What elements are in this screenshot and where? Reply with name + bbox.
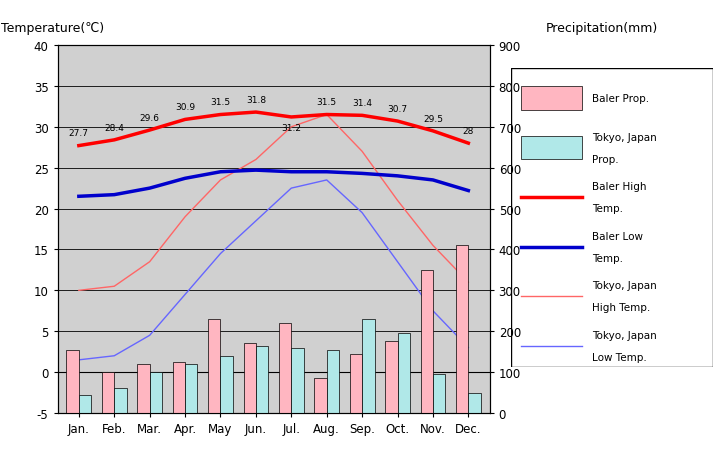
- Bar: [220, 356, 233, 413]
- Bar: [397, 334, 410, 413]
- Bar: [102, 372, 114, 413]
- Text: 28: 28: [463, 127, 474, 136]
- Text: Tokyo, Japan: Tokyo, Japan: [592, 132, 657, 142]
- Text: 27.7: 27.7: [69, 129, 89, 138]
- Text: Baler Low: Baler Low: [592, 231, 643, 241]
- Text: 31.5: 31.5: [210, 98, 230, 107]
- Bar: [292, 348, 304, 413]
- Text: 29.6: 29.6: [140, 114, 160, 123]
- Bar: [327, 350, 339, 413]
- Bar: [150, 372, 162, 413]
- Text: 31.5: 31.5: [317, 98, 337, 107]
- Text: Temp.: Temp.: [592, 253, 623, 263]
- Text: 31.4: 31.4: [352, 99, 372, 108]
- Bar: [185, 364, 197, 413]
- Bar: [208, 319, 220, 413]
- Text: Baler High: Baler High: [592, 182, 647, 192]
- Text: Prop.: Prop.: [592, 154, 618, 164]
- Text: Baler Prop.: Baler Prop.: [592, 94, 649, 104]
- Bar: [173, 362, 185, 413]
- Text: Temperature(℃): Temperature(℃): [1, 22, 104, 35]
- Bar: [385, 341, 397, 413]
- Bar: [521, 136, 582, 160]
- Bar: [138, 364, 150, 413]
- Bar: [521, 87, 582, 111]
- Bar: [350, 354, 362, 413]
- Bar: [433, 375, 446, 413]
- Bar: [468, 393, 481, 413]
- Bar: [256, 346, 269, 413]
- Bar: [243, 344, 256, 413]
- Text: Tokyo, Japan: Tokyo, Japan: [592, 281, 657, 291]
- Text: 31.8: 31.8: [246, 95, 266, 105]
- Text: 29.5: 29.5: [423, 114, 443, 123]
- Text: Tokyo, Japan: Tokyo, Japan: [592, 330, 657, 340]
- Text: 28.4: 28.4: [104, 123, 124, 132]
- Bar: [315, 378, 327, 413]
- Bar: [114, 389, 127, 413]
- Bar: [362, 319, 374, 413]
- Text: Precipitation(mm): Precipitation(mm): [546, 22, 658, 35]
- Bar: [66, 350, 79, 413]
- Text: 30.7: 30.7: [387, 105, 408, 114]
- Bar: [79, 395, 91, 413]
- Bar: [456, 246, 468, 413]
- Text: 30.9: 30.9: [175, 103, 195, 112]
- Bar: [279, 323, 292, 413]
- Text: Low Temp.: Low Temp.: [592, 353, 647, 362]
- Text: High Temp.: High Temp.: [592, 303, 650, 313]
- Bar: [420, 270, 433, 413]
- Text: 31.2: 31.2: [282, 123, 301, 132]
- Text: Temp.: Temp.: [592, 204, 623, 214]
